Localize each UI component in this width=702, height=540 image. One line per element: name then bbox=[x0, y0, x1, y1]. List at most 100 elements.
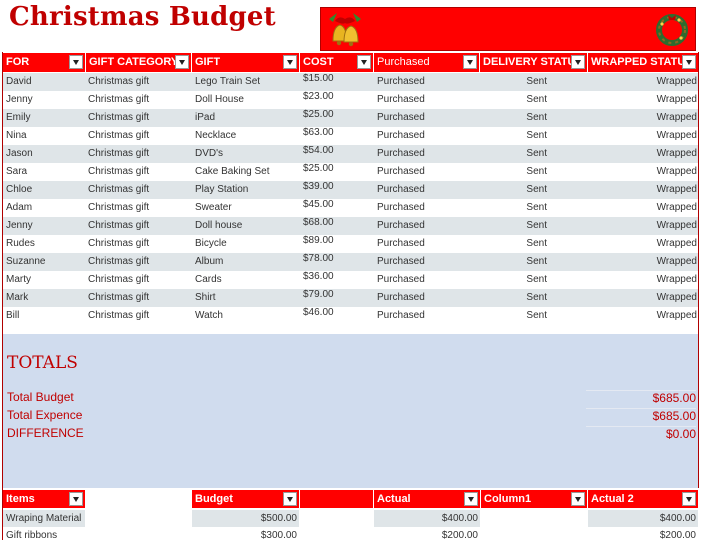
cost-cell[interactable]: $68.00 bbox=[303, 217, 334, 228]
gift-category-cell[interactable]: Christmas gift bbox=[88, 292, 150, 303]
filter-dropdown-icon[interactable] bbox=[571, 492, 585, 506]
budget-item-cell[interactable]: Gift ribbons bbox=[6, 530, 58, 540]
for-cell[interactable]: Marty bbox=[6, 274, 31, 285]
purchased-cell[interactable]: Purchased bbox=[377, 166, 425, 177]
header-actual-2[interactable]: Actual 2 bbox=[588, 490, 698, 508]
gift-category-cell[interactable]: Christmas gift bbox=[88, 166, 150, 177]
delivery-status-cell[interactable]: Sent bbox=[526, 184, 547, 195]
purchased-cell[interactable]: Purchased bbox=[377, 130, 425, 141]
delivery-status-cell[interactable]: Sent bbox=[526, 238, 547, 249]
delivery-status-cell[interactable]: Sent bbox=[526, 220, 547, 231]
header-actual[interactable]: Actual bbox=[374, 490, 480, 508]
wrapped-status-cell[interactable]: Wrapped bbox=[656, 76, 697, 87]
filter-dropdown-icon[interactable] bbox=[69, 55, 83, 69]
budget-value-cell[interactable]: $500.00 bbox=[192, 510, 299, 527]
gift-cell[interactable]: Doll House bbox=[195, 94, 244, 105]
filter-dropdown-icon[interactable] bbox=[69, 492, 83, 506]
gift-cell[interactable]: Play Station bbox=[195, 184, 249, 195]
wrapped-status-cell[interactable]: Wrapped bbox=[656, 166, 697, 177]
for-cell[interactable]: Rudes bbox=[6, 238, 35, 249]
cost-cell[interactable]: $89.00 bbox=[303, 235, 334, 246]
purchased-cell[interactable]: Purchased bbox=[377, 310, 425, 321]
cost-cell[interactable]: $63.00 bbox=[303, 127, 334, 138]
for-cell[interactable]: Jason bbox=[6, 148, 33, 159]
wrapped-status-cell[interactable]: Wrapped bbox=[656, 94, 697, 105]
gift-category-cell[interactable]: Christmas gift bbox=[88, 238, 150, 249]
delivery-status-cell[interactable]: Sent bbox=[526, 94, 547, 105]
filter-dropdown-icon[interactable] bbox=[464, 492, 478, 506]
purchased-cell[interactable]: Purchased bbox=[377, 184, 425, 195]
header-budget[interactable]: Budget bbox=[192, 490, 299, 508]
gift-cell[interactable]: Cards bbox=[195, 274, 222, 285]
gift-cell[interactable]: Album bbox=[195, 256, 224, 267]
wrapped-status-cell[interactable]: Wrapped bbox=[656, 184, 697, 195]
actual-value-cell[interactable]: $400.00 bbox=[374, 510, 480, 527]
filter-dropdown-icon[interactable] bbox=[357, 55, 371, 69]
wrapped-status-cell[interactable]: Wrapped bbox=[656, 148, 697, 159]
wrapped-status-cell[interactable]: Wrapped bbox=[656, 130, 697, 141]
wrapped-status-cell[interactable]: Wrapped bbox=[656, 274, 697, 285]
gift-cell[interactable]: Shirt bbox=[195, 292, 216, 303]
wrapped-status-cell[interactable]: Wrapped bbox=[656, 112, 697, 123]
delivery-status-cell[interactable]: Sent bbox=[526, 310, 547, 321]
wrapped-status-cell[interactable]: Wrapped bbox=[656, 220, 697, 231]
cost-cell[interactable]: $46.00 bbox=[303, 307, 334, 318]
for-cell[interactable]: David bbox=[6, 76, 32, 87]
filter-dropdown-icon[interactable] bbox=[571, 55, 585, 69]
for-cell[interactable]: Bill bbox=[6, 310, 20, 321]
gift-cell[interactable]: Bicycle bbox=[195, 238, 227, 249]
cost-cell[interactable]: $79.00 bbox=[303, 289, 334, 300]
gift-category-cell[interactable]: Christmas gift bbox=[88, 256, 150, 267]
header-cost[interactable]: COST bbox=[300, 53, 373, 72]
wrapped-status-cell[interactable]: Wrapped bbox=[656, 238, 697, 249]
wrapped-status-cell[interactable]: Wrapped bbox=[656, 256, 697, 267]
actual2-value-cell[interactable]: $400.00 bbox=[588, 510, 698, 527]
delivery-status-cell[interactable]: Sent bbox=[526, 274, 547, 285]
gift-category-cell[interactable]: Christmas gift bbox=[88, 130, 150, 141]
filter-dropdown-icon[interactable] bbox=[175, 55, 189, 69]
cost-cell[interactable]: $25.00 bbox=[303, 163, 334, 174]
actual2-value-cell[interactable]: $200.00 bbox=[659, 530, 696, 540]
cost-cell[interactable]: $15.00 bbox=[303, 73, 334, 84]
gift-category-cell[interactable]: Christmas gift bbox=[88, 274, 150, 285]
cost-cell[interactable]: $45.00 bbox=[303, 199, 334, 210]
cost-cell[interactable]: $23.00 bbox=[303, 91, 334, 102]
gift-cell[interactable]: Lego Train Set bbox=[195, 76, 261, 87]
purchased-cell[interactable]: Purchased bbox=[377, 148, 425, 159]
cost-cell[interactable]: $36.00 bbox=[303, 271, 334, 282]
delivery-status-cell[interactable]: Sent bbox=[526, 148, 547, 159]
for-cell[interactable]: Emily bbox=[6, 112, 31, 123]
purchased-cell[interactable]: Purchased bbox=[377, 202, 425, 213]
for-cell[interactable]: Mark bbox=[6, 292, 29, 303]
header-delivery-status[interactable]: DELIVERY STATUS bbox=[480, 53, 587, 72]
for-cell[interactable]: Adam bbox=[6, 202, 33, 213]
wrapped-status-cell[interactable]: Wrapped bbox=[656, 292, 697, 303]
for-cell[interactable]: Jenny bbox=[6, 220, 33, 231]
filter-dropdown-icon[interactable] bbox=[682, 492, 696, 506]
for-cell[interactable]: Sara bbox=[6, 166, 28, 177]
gift-cell[interactable]: Sweater bbox=[195, 202, 232, 213]
difference-value[interactable]: $0.00 bbox=[586, 426, 696, 441]
filter-dropdown-icon[interactable] bbox=[682, 55, 696, 69]
filter-dropdown-icon[interactable] bbox=[283, 492, 297, 506]
purchased-cell[interactable]: Purchased bbox=[377, 292, 425, 303]
gift-category-cell[interactable]: Christmas gift bbox=[88, 184, 150, 195]
purchased-cell[interactable]: Purchased bbox=[377, 94, 425, 105]
total-budget-value[interactable]: $685.00 bbox=[586, 390, 696, 405]
purchased-cell[interactable]: Purchased bbox=[377, 112, 425, 123]
budget-value-cell[interactable]: $300.00 bbox=[260, 530, 297, 540]
wrapped-status-cell[interactable]: Wrapped bbox=[656, 202, 697, 213]
gift-cell[interactable]: iPad bbox=[195, 112, 216, 123]
actual-value-cell[interactable]: $200.00 bbox=[441, 530, 478, 540]
header-column1[interactable]: Column1 bbox=[481, 490, 587, 508]
total-expence-value[interactable]: $685.00 bbox=[586, 408, 696, 423]
purchased-cell[interactable]: Purchased bbox=[377, 76, 425, 87]
gift-cell[interactable]: Necklace bbox=[195, 130, 237, 141]
gift-cell[interactable]: DVD's bbox=[195, 148, 224, 159]
purchased-cell[interactable]: Purchased bbox=[377, 256, 425, 267]
budget-item-cell[interactable]: Wraping Material bbox=[3, 510, 85, 527]
purchased-cell[interactable]: Purchased bbox=[377, 220, 425, 231]
purchased-cell[interactable]: Purchased bbox=[377, 274, 425, 285]
delivery-status-cell[interactable]: Sent bbox=[526, 292, 547, 303]
filter-dropdown-icon[interactable] bbox=[283, 55, 297, 69]
